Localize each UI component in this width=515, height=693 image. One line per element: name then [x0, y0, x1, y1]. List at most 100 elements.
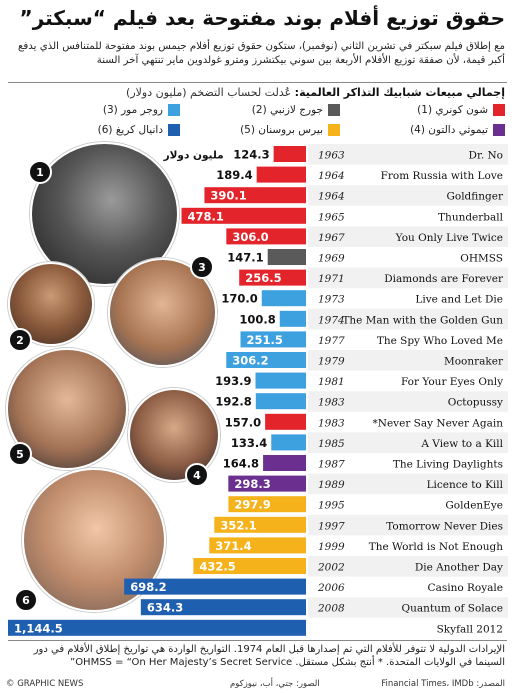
bar	[255, 372, 306, 389]
legend-label: جورج لازنبي (2)	[251, 104, 323, 116]
bar-value-label: 147.1	[227, 251, 263, 265]
film-year-label: 1979	[318, 356, 345, 368]
bar-value-label: 1,144.5	[14, 621, 63, 635]
legend-label: تيموثي دالتون (4)	[410, 124, 488, 136]
bar-value-label: 306.2	[232, 354, 268, 368]
bar	[261, 290, 306, 307]
value-unit-label: مليون دولار	[163, 150, 224, 162]
legend-swatch	[493, 124, 505, 136]
bar	[267, 249, 306, 265]
bar	[8, 619, 306, 636]
legend-swatch	[168, 124, 180, 136]
legend-item-brosnan: بيرس بروسنان (5)	[170, 124, 340, 136]
legend-swatch	[328, 104, 340, 116]
row-band	[308, 226, 508, 247]
bar-value-label: 698.2	[130, 580, 166, 594]
bar	[204, 187, 306, 204]
film-title-label: Thunderball	[438, 211, 504, 223]
bar	[181, 207, 306, 224]
film-year-label: 1969	[318, 253, 345, 265]
film-year-label: 1974	[318, 314, 345, 326]
bar	[228, 475, 306, 492]
bar-value-label: 100.8	[239, 312, 275, 326]
film-year-label: 2002	[317, 562, 345, 574]
bar-value-label: 164.8	[223, 457, 259, 471]
photo-credit: الصور: جتي، أب، نيوزكوم	[230, 679, 320, 689]
bar-value-label: 390.1	[210, 189, 246, 203]
legend-swatch	[168, 104, 180, 116]
bar	[193, 558, 306, 574]
bar-value-label: 124.3	[233, 148, 269, 162]
film-year-label: 1967	[318, 232, 345, 244]
legend-label: بيرس بروسنان (5)	[240, 124, 323, 136]
bar-value-label: 634.3	[147, 601, 183, 615]
film-title-label: Octopussy	[448, 397, 503, 409]
bar-value-label: 298.3	[234, 477, 270, 491]
bar	[240, 331, 306, 348]
legend-item-connery: شون كونري (1)	[335, 104, 505, 116]
bar	[255, 393, 306, 410]
film-title-label: Quantum of Solace	[402, 603, 503, 615]
page-title: حقوق توزيع أفلام بوند مفتوحة بعد فيلم “س…	[19, 6, 505, 30]
chart-heading-main: إجمالي مبيعات شبابيك التذاكر العالمية:	[294, 86, 505, 99]
portrait-number-badge: 5	[8, 442, 32, 466]
film-title-label: Live and Let Die	[415, 294, 503, 306]
bar-value-label: 256.5	[245, 271, 281, 285]
row-band	[308, 185, 508, 206]
film-year-label: 1999	[318, 541, 345, 553]
film-title-label: The Living Daylights	[393, 459, 503, 471]
film-title-label: A View to a Kill	[420, 438, 503, 450]
bar-value-label: 306.0	[232, 230, 268, 244]
film-title-label: You Only Live Twice	[395, 232, 503, 244]
bar-value-label: 371.4	[215, 539, 251, 553]
film-year-label: 1985	[318, 438, 345, 450]
row-band	[308, 308, 508, 330]
bar	[124, 578, 306, 595]
bar	[256, 166, 306, 183]
brand-credit: © GRAPHIC NEWS	[6, 679, 84, 689]
bar	[226, 228, 306, 245]
footer-notes: الإيرادات الدولية لا تتوفر للأفلام التي …	[33, 644, 505, 668]
portrait-number-badge: 6	[14, 588, 38, 612]
film-title-label: Diamonds are Forever	[384, 273, 504, 285]
bar	[239, 269, 306, 286]
bar-value-label: 432.5	[199, 560, 235, 574]
row-band	[308, 514, 508, 536]
film-title-label: Dr. No	[469, 150, 503, 162]
row-band	[308, 597, 508, 618]
film-year-label: 2006	[317, 582, 345, 594]
bar	[271, 434, 306, 451]
film-title-label: GoldenEye	[445, 500, 503, 512]
portrait-number-badge: 4	[185, 463, 209, 487]
legend-label: شون كونري (1)	[417, 104, 488, 116]
legend-item-moore: روجر مور (3)	[10, 104, 180, 116]
bar-value-label: 193.9	[215, 374, 251, 388]
film-year-label: 1964	[318, 170, 345, 182]
film-year-label: 1971	[318, 273, 345, 285]
legend-item-dalton: تيموثي دالتون (4)	[335, 124, 505, 136]
film-title-label: Licence to Kill	[427, 479, 504, 491]
row-band	[308, 556, 508, 577]
film-year-label: 1964	[318, 191, 345, 203]
row-band	[308, 267, 508, 289]
film-year-label: 1983	[318, 397, 345, 409]
divider	[8, 82, 507, 83]
film-year-label: 1981	[318, 376, 345, 388]
film-title-label: Moonraker	[444, 356, 504, 368]
film-title-label: Casino Royale	[428, 582, 503, 594]
bar	[226, 352, 306, 368]
film-title-label: For Your Eyes Only	[401, 376, 503, 388]
film-year-label: 1977	[318, 335, 345, 347]
bar-value-label: 189.4	[216, 168, 252, 182]
bar-value-label: 352.1	[220, 518, 256, 532]
film-title-label: Tomorrow Never Dies	[386, 520, 503, 532]
row-band	[308, 473, 508, 495]
row-band	[308, 432, 508, 453]
portrait-number-badge: 1	[28, 160, 52, 184]
legend-item-lazenby: جورج لازنبي (2)	[170, 104, 340, 116]
film-year-label: 2008	[317, 603, 345, 615]
film-title-label: The World is Not Enough	[369, 541, 504, 553]
row-band	[308, 144, 508, 165]
legend-label: دانيال كريغ (6)	[97, 124, 163, 136]
